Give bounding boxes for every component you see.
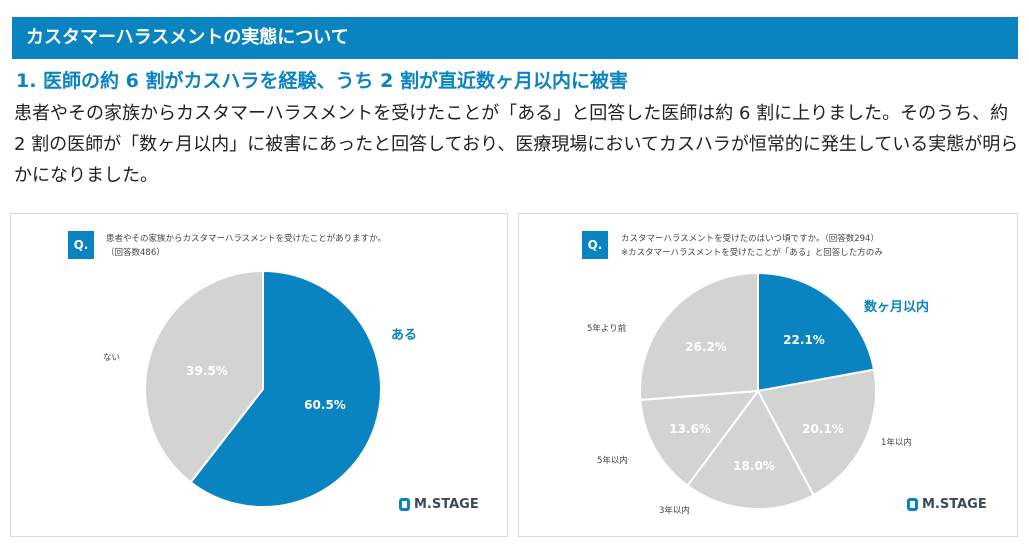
slice-label: 13.6% (669, 422, 711, 436)
mstage-logo: M.STAGE (399, 497, 479, 512)
category-label: 1年以内 (881, 438, 912, 448)
slice-label: 26.2% (685, 340, 727, 354)
question-note: ※カスタマーハラスメントを受けたことが「ある」と回答した方のみ (621, 248, 883, 258)
pie-slice-0 (757, 271, 876, 393)
slice-label: 39.5% (186, 364, 228, 378)
q-badge: Q. (582, 231, 608, 259)
response-count: （回答数486） (106, 248, 165, 258)
slice-label: 20.1% (802, 422, 844, 436)
category-label: 5年より前 (587, 324, 627, 334)
question-text: 患者やその家族からカスタマーハラスメントを受けたことがありますか。 (106, 234, 386, 244)
slice-label: 60.5% (304, 398, 346, 412)
section-body-text: 患者やその家族からカスタマーハラスメントを受けたことが「ある」と回答した医師は約… (14, 103, 1019, 186)
mstage-logo: M.STAGE (907, 497, 987, 512)
logo-text: M.STAGE (414, 497, 479, 512)
section-header-bar: カスタマーハラスメントの実態について (12, 17, 1018, 59)
category-label: 5年以内 (597, 456, 628, 466)
pie-chart-experience (144, 269, 382, 508)
pie-slice-1 (756, 368, 877, 497)
category-label: ある (391, 328, 418, 343)
q-badge: Q. (68, 231, 94, 259)
slice-label: 22.1% (783, 333, 825, 347)
pie-slice-2 (686, 389, 815, 510)
chart-panel-timing: Q. カスタマーハラスメントを受けたのはいつ頃ですか。（回答数294） ※カスタ… (518, 213, 1018, 537)
pie-chart-timing (639, 271, 877, 510)
pie-slice-4 (639, 271, 759, 401)
logo-icon (399, 498, 410, 511)
category-label: 3年以内 (659, 506, 690, 516)
pie-slice-0 (189, 269, 382, 508)
logo-icon (907, 498, 918, 511)
category-label: ない (103, 353, 121, 363)
section-heading: 1. 医師の約 6 割がカスハラを経験、うち 2 割が直近数ヶ月以内に被害 (16, 70, 628, 92)
slice-label: 18.0% (733, 459, 775, 473)
pie-slice-1 (144, 269, 264, 484)
chart-panel-experience: Q. 患者やその家族からカスタマーハラスメントを受けたことがありますか。 （回答… (10, 213, 508, 537)
pie-slice-3 (639, 389, 761, 487)
logo-text: M.STAGE (922, 497, 987, 512)
category-label: 数ヶ月以内 (864, 300, 930, 315)
question-text: カスタマーハラスメントを受けたのはいつ頃ですか。（回答数294） (621, 234, 879, 244)
